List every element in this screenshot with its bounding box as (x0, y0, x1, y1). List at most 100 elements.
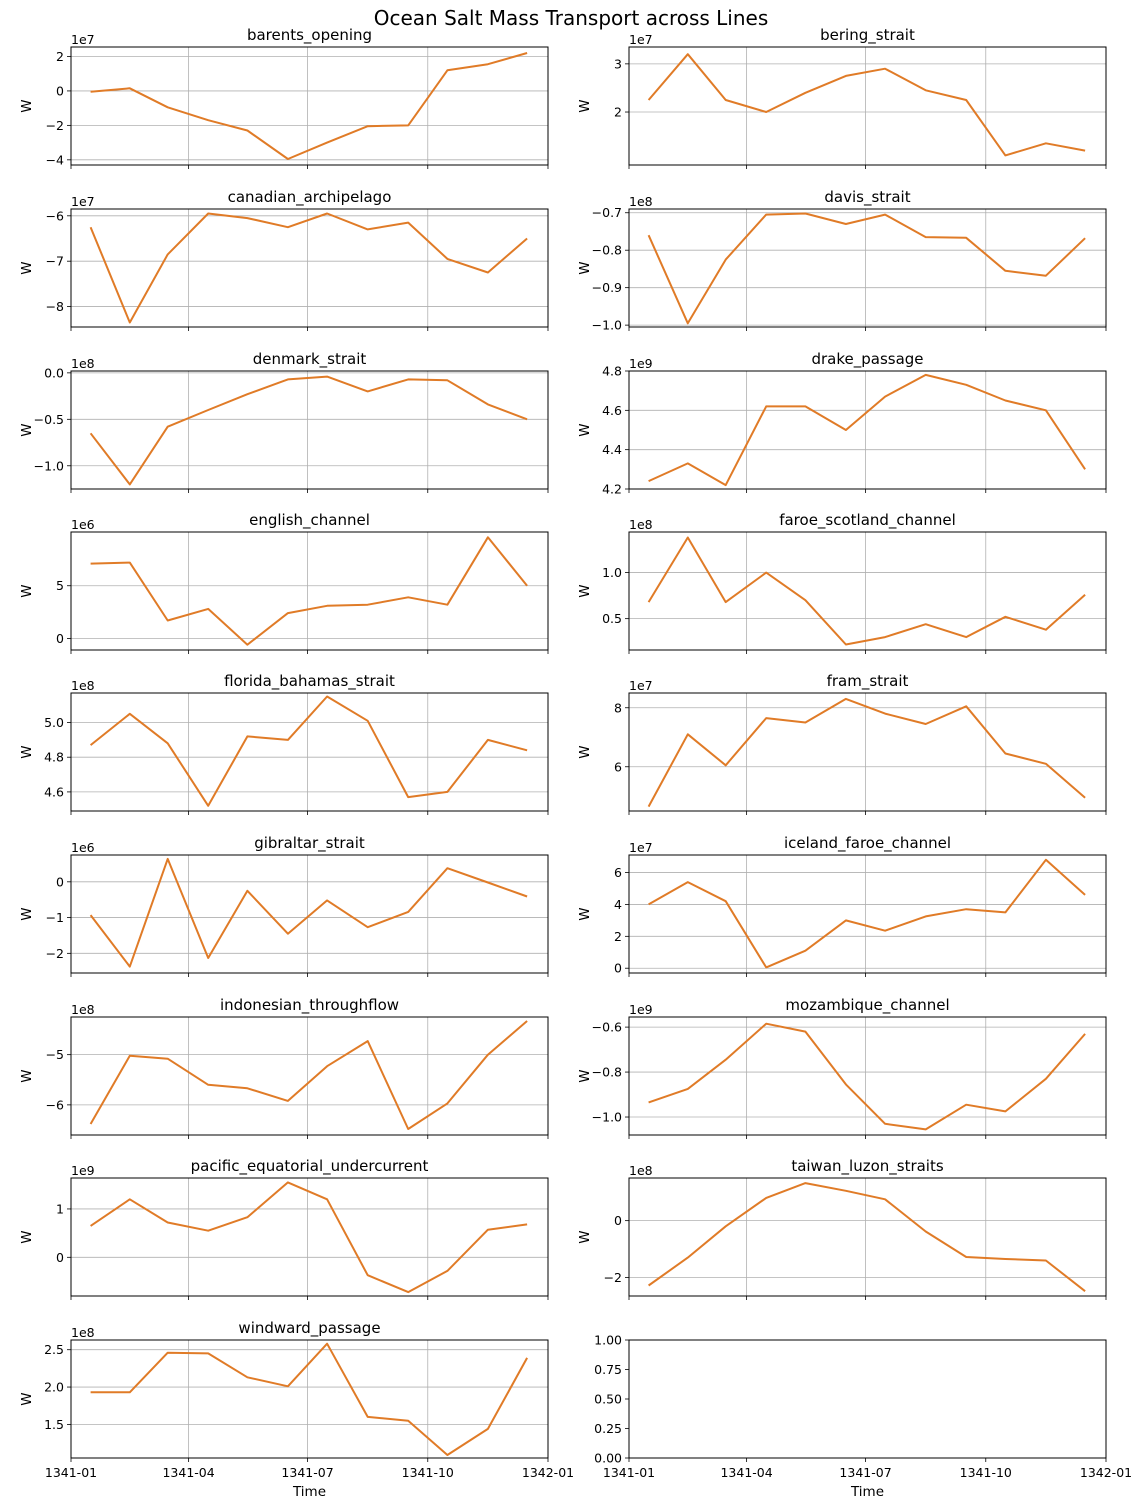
subplot-grid: −4 −2 0 2 barents_opening 1e7 W 2 3 bering_strait… (19, 26, 1132, 1500)
y-tick-label: 0 (56, 83, 64, 98)
subplot-title: english_channel (249, 511, 370, 530)
y-tick-label: 1.00 (594, 1333, 622, 1348)
subplot-windward_passage: 1.5 2.0 2.5 1341-01 1341-04 1341-07 1341-10 134… (19, 1319, 574, 1500)
y-tick-label: −5 (46, 1047, 64, 1062)
y-axis-label: W (577, 907, 593, 920)
y-tick-label: 4.8 (602, 364, 622, 379)
figure-title: Ocean Salt Mass Transport across Lines (374, 6, 769, 30)
y-tick-label: 6 (614, 865, 622, 880)
x-tick-label: 1342-01 (1080, 1465, 1132, 1480)
subplot-title: pacific_equatorial_undercurrent (191, 1157, 429, 1176)
subplot-empty: 0.00 0.25 0.50 0.75 1.00 1341-01 1341-04 1341-0… (594, 1333, 1132, 1501)
y-tick-label: 0.5 (602, 611, 622, 626)
subplot-title: florida_bahamas_strait (224, 672, 395, 691)
x-tick-label: 1341-07 (839, 1465, 891, 1480)
subplot-title: iceland_faroe_channel (784, 834, 951, 853)
subplot-title: drake_passage (811, 350, 923, 369)
subplot-barents_opening: −4 −2 0 2 barents_opening 1e7 W (19, 26, 549, 169)
series-line (648, 1022, 1086, 1131)
y-tick-label: −6 (46, 1097, 64, 1112)
y-tick-label: −4 (46, 152, 64, 167)
x-tick-label: 1341-10 (960, 1465, 1012, 1480)
subplot-title: davis_strait (824, 188, 910, 207)
y-tick-label: 2 (614, 929, 622, 944)
y-axis-label: W (19, 907, 35, 920)
y-tick-label: 4.6 (602, 403, 622, 418)
series-line (89, 212, 528, 324)
series-line (648, 858, 1086, 969)
series-line (648, 373, 1086, 487)
series-line (647, 53, 1086, 157)
subplot-iceland_faroe_channel: 0 2 4 6 iceland_faroe_channel 1e7 W (577, 834, 1107, 977)
subplot-title: bering_strait (820, 26, 915, 45)
y-tick-label: 1 (56, 1201, 64, 1216)
y-tick-label: −1.0 (592, 1110, 622, 1125)
y-axis-label: W (577, 423, 593, 436)
y-tick-label: 0 (56, 631, 64, 646)
y-tick-label: 0 (614, 1213, 622, 1228)
y-tick-label: 4.8 (44, 750, 64, 765)
y-axis-label: W (19, 261, 35, 274)
y-tick-label: 2 (614, 105, 622, 120)
axis-offset-text: 1e8 (71, 356, 95, 371)
axes-frame (628, 370, 1107, 490)
series-line (90, 536, 528, 646)
series-line (89, 375, 528, 486)
y-axis-label: W (19, 1069, 35, 1082)
axis-offset-text: 1e9 (629, 1002, 653, 1017)
y-tick-label: −8 (46, 299, 64, 314)
axes-frame (628, 692, 1107, 812)
y-axis-label: W (577, 1069, 593, 1082)
subplot-title: taiwan_luzon_straits (791, 1157, 944, 1176)
y-tick-label: 2 (56, 49, 64, 64)
axes-frame (628, 854, 1107, 974)
axis-offset-text: 1e7 (71, 32, 95, 47)
series-line (647, 536, 1086, 646)
x-tick-label: 1341-04 (720, 1465, 772, 1480)
axes-frame (70, 1339, 549, 1459)
subplot-denmark_strait: −1.0 −0.5 0.0 denmark_strait 1e8 W (19, 350, 549, 493)
axis-offset-text: 1e8 (629, 1163, 653, 1178)
y-tick-label: 0.75 (594, 1362, 622, 1377)
axes-frame (70, 1177, 549, 1297)
axes-frame (628, 531, 1107, 651)
axis-offset-text: 1e6 (71, 517, 95, 532)
y-tick-label: −0.5 (34, 412, 64, 427)
y-tick-label: 4 (614, 897, 622, 912)
y-tick-label: 6 (614, 759, 622, 774)
y-tick-label: 2.5 (44, 1342, 64, 1357)
x-tick-label: 1342-01 (522, 1465, 574, 1480)
y-tick-label: −2 (46, 118, 64, 133)
subplot-english_channel: 0 5 english_channel 1e6 W (19, 511, 549, 654)
subplot-title: indonesian_throughflow (220, 996, 399, 1015)
x-tick-label: 1341-01 (45, 1465, 97, 1480)
axes-frame (628, 1016, 1107, 1136)
y-axis-label: W (19, 745, 35, 758)
subplot-title: mozambique_channel (785, 996, 949, 1015)
subplot-drake_passage: 4.2 4.4 4.6 4.8 drake_passage 1e9 W (577, 350, 1107, 497)
y-axis-label: W (19, 1230, 35, 1243)
axis-offset-text: 1e7 (629, 840, 653, 855)
subplot-mozambique_channel: −1.0 −0.8 −0.6 mozambique_channel 1e9 W (577, 996, 1107, 1139)
y-tick-label: −1 (46, 910, 64, 925)
y-tick-label: 4.6 (44, 784, 64, 799)
subplot-title: canadian_archipelago (228, 188, 392, 207)
y-axis-label: W (577, 1230, 593, 1243)
x-axis-label: Time (850, 1484, 884, 1500)
subplot-canadian_archipelago: −8 −7 −6 canadian_archipelago 1e7 W (19, 188, 549, 331)
axis-offset-text: 1e8 (629, 194, 653, 209)
subplot-davis_strait: −1.0 −0.9 −0.8 −0.7 davis_strait 1e8 W (577, 188, 1107, 333)
series-line (89, 857, 528, 968)
y-tick-label: −2 (46, 946, 64, 961)
series-line (90, 52, 528, 160)
axes-frame (70, 370, 549, 490)
y-axis-label: W (19, 99, 35, 112)
axis-offset-text: 1e8 (629, 517, 653, 532)
subplot-florida_bahamas_strait: 4.6 4.8 5.0 florida_bahamas_strait 1e8 W (19, 672, 549, 815)
axis-offset-text: 1e7 (71, 194, 95, 209)
y-axis-label: W (577, 99, 593, 112)
y-tick-label: 5.0 (44, 715, 64, 730)
axis-offset-text: 1e8 (71, 1325, 95, 1340)
y-tick-label: 4.2 (602, 482, 622, 497)
